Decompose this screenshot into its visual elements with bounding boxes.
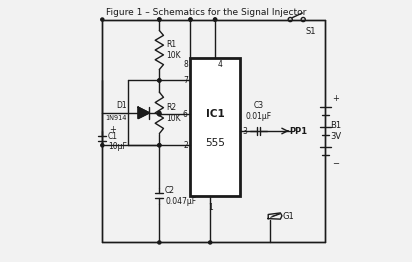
Text: +: + — [109, 125, 116, 134]
Text: PP1: PP1 — [290, 127, 308, 135]
Text: 1N914: 1N914 — [105, 116, 127, 122]
Circle shape — [101, 144, 104, 147]
Circle shape — [208, 241, 212, 244]
Bar — [190, 58, 240, 196]
Circle shape — [158, 79, 161, 82]
Text: C1
10μF: C1 10μF — [108, 132, 127, 151]
Polygon shape — [138, 107, 150, 119]
Text: 4: 4 — [218, 61, 222, 69]
Circle shape — [158, 241, 161, 244]
Text: 7: 7 — [183, 76, 188, 85]
Text: −: − — [332, 159, 339, 168]
Text: S1: S1 — [306, 27, 316, 36]
Text: Figure 1 – Schematics for the Signal Injector: Figure 1 – Schematics for the Signal Inj… — [106, 8, 306, 17]
Circle shape — [158, 18, 161, 21]
Circle shape — [158, 18, 161, 21]
Circle shape — [213, 18, 217, 21]
Text: +: + — [332, 94, 339, 103]
Circle shape — [158, 111, 161, 114]
Circle shape — [189, 18, 192, 21]
Circle shape — [101, 18, 104, 21]
Text: 8: 8 — [183, 61, 188, 69]
Text: 555: 555 — [205, 138, 225, 148]
Text: 3: 3 — [242, 127, 247, 135]
Circle shape — [158, 144, 161, 147]
Circle shape — [158, 79, 161, 82]
Text: IC1: IC1 — [206, 109, 225, 119]
Text: G1: G1 — [283, 212, 294, 221]
Text: B1
3V: B1 3V — [330, 121, 342, 141]
Text: 2: 2 — [183, 141, 188, 150]
Text: D1: D1 — [116, 101, 127, 110]
Text: R2
10K: R2 10K — [166, 103, 180, 123]
Text: R1
10K: R1 10K — [166, 40, 180, 60]
Circle shape — [158, 113, 161, 116]
Circle shape — [213, 18, 217, 21]
Circle shape — [158, 144, 161, 147]
Text: C2
0.047μF: C2 0.047μF — [165, 186, 196, 205]
Circle shape — [189, 18, 192, 21]
Text: 6: 6 — [183, 110, 188, 119]
Text: 1: 1 — [208, 203, 213, 212]
Circle shape — [158, 113, 161, 116]
Text: C3
0.01μF: C3 0.01μF — [246, 101, 272, 121]
